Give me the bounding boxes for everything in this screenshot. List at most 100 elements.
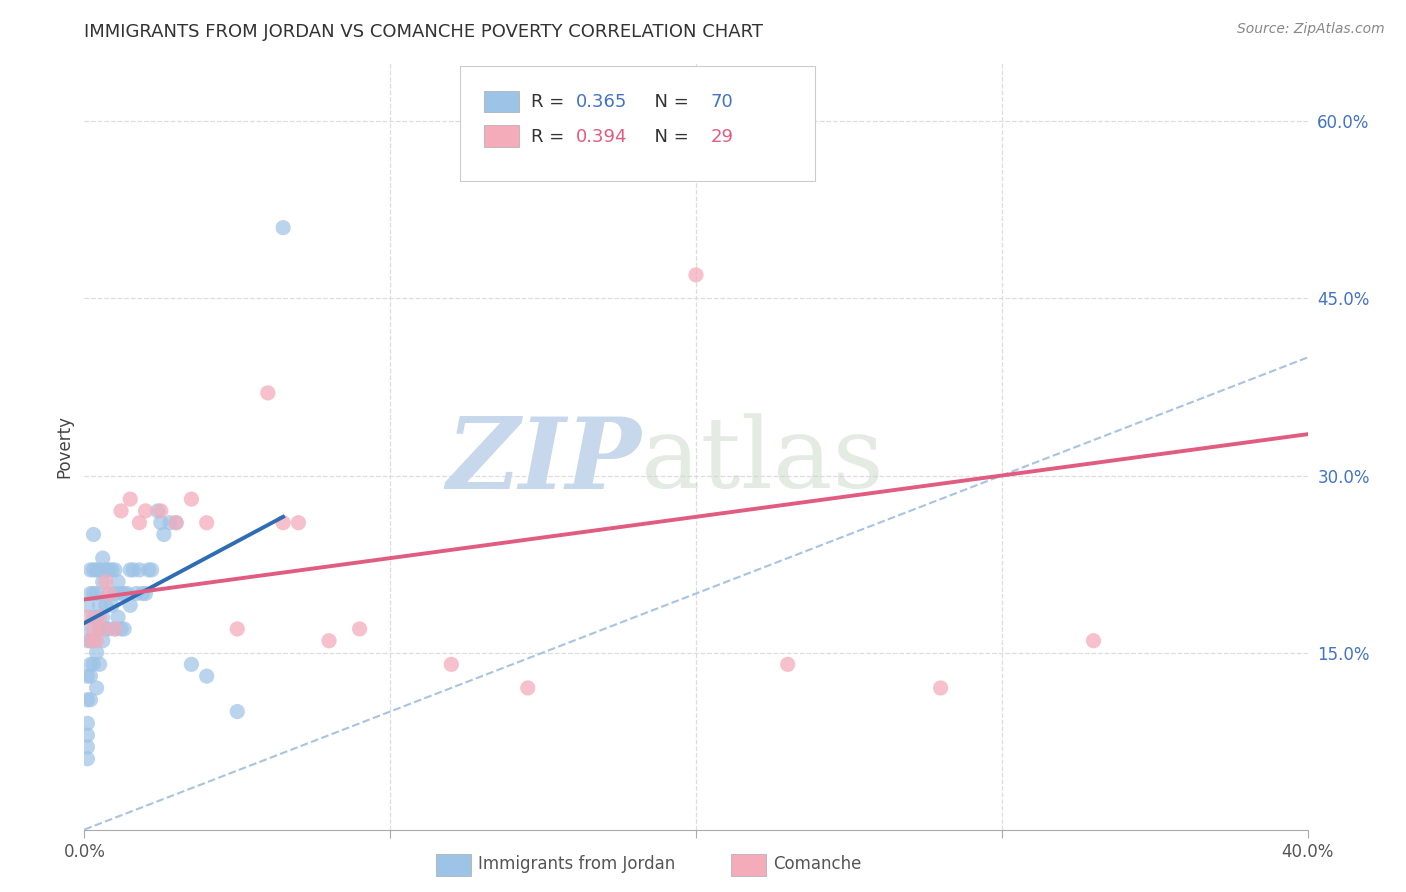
Point [97,586,120,600]
Point [287,516,309,530]
Point [107,610,129,624]
Point [195,516,218,530]
Text: N =: N = [644,128,695,146]
Point [440,657,463,672]
Point [153,527,176,541]
Text: R =: R = [531,128,569,146]
Point [180,492,202,507]
Text: Immigrants from Jordan: Immigrants from Jordan [478,855,675,873]
Point [83,563,105,577]
Point [685,268,707,282]
Point [91,574,114,589]
Point [159,516,181,530]
Point [110,586,132,600]
FancyBboxPatch shape [484,126,519,147]
Point [79,633,101,648]
Point [104,622,127,636]
Point [89,599,111,613]
Point [94,599,117,613]
Point [79,563,101,577]
Point [257,385,280,400]
Point [97,622,120,636]
Point [149,516,172,530]
Point [271,220,294,235]
Text: Comanche: Comanche [773,855,862,873]
Point [125,586,148,600]
Point [115,586,138,600]
Point [349,622,371,636]
Text: atlas: atlas [641,414,884,509]
Text: 29: 29 [710,128,734,146]
Point [318,633,340,648]
Text: R =: R = [531,93,569,111]
Point [76,739,98,754]
Point [120,492,142,507]
Point [76,633,98,648]
Point [226,622,249,636]
Text: N =: N = [644,93,695,111]
Point [226,705,249,719]
Point [120,563,142,577]
Point [135,586,157,600]
Text: 70: 70 [710,93,734,111]
Point [86,633,108,648]
Point [165,516,187,530]
Point [131,586,153,600]
Text: 0.365: 0.365 [576,93,627,111]
Point [83,610,105,624]
Point [89,563,111,577]
Text: ZIP: ZIP [446,413,641,509]
Point [94,574,117,589]
Text: Source: ZipAtlas.com: Source: ZipAtlas.com [1237,22,1385,37]
Point [86,586,108,600]
Point [101,563,124,577]
Point [89,657,111,672]
Point [89,610,111,624]
Point [180,657,202,672]
Point [97,563,120,577]
Point [128,563,150,577]
Point [195,669,218,683]
Point [122,563,145,577]
Point [79,622,101,636]
Point [76,599,98,613]
Point [76,728,98,742]
Point [89,622,111,636]
Point [104,563,127,577]
Point [94,622,117,636]
Point [120,599,142,613]
Point [104,622,127,636]
Point [83,657,105,672]
Point [135,504,157,518]
Point [112,622,135,636]
Point [76,716,98,731]
Point [776,657,799,672]
Point [83,633,105,648]
FancyBboxPatch shape [484,91,519,112]
Point [83,527,105,541]
Point [1083,633,1105,648]
Point [138,563,160,577]
Point [79,692,101,706]
Point [83,586,105,600]
Point [79,669,101,683]
Point [76,692,98,706]
Point [271,516,294,530]
Point [146,504,169,518]
Point [79,586,101,600]
Point [110,622,132,636]
Y-axis label: Poverty: Poverty [55,415,73,477]
Point [165,516,187,530]
Text: IMMIGRANTS FROM JORDAN VS COMANCHE POVERTY CORRELATION CHART: IMMIGRANTS FROM JORDAN VS COMANCHE POVER… [84,23,763,41]
Point [91,551,114,566]
Point [104,586,127,600]
Point [101,599,124,613]
Point [97,586,120,600]
Point [516,681,538,695]
Point [76,610,98,624]
Point [149,504,172,518]
Point [79,633,101,648]
Point [86,646,108,660]
Point [107,574,129,589]
Point [929,681,952,695]
